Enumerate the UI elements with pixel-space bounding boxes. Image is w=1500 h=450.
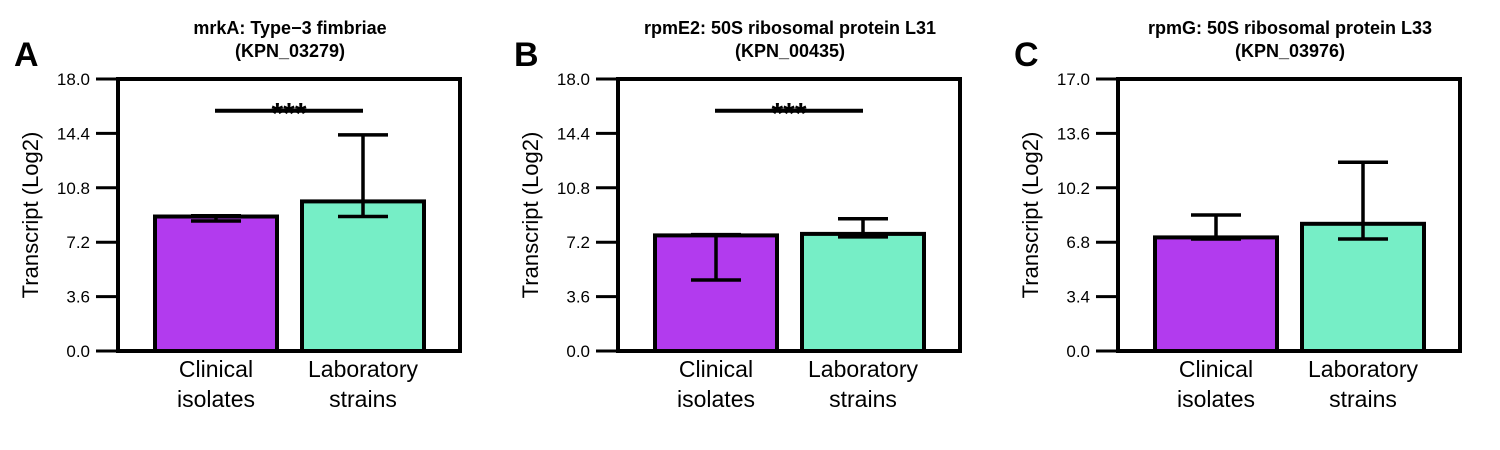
panel-a-subtitle: (KPN_03279) [235,41,345,61]
y-tick-label: 0.0 [66,342,90,361]
y-tick-label: 0.0 [566,342,590,361]
category-label: Clinical [679,356,753,382]
y-tick-label: 7.2 [566,233,590,252]
y-tick-label: 7.2 [66,233,90,252]
panel-a-title: mrkA: Type−3 fimbriae [193,18,386,38]
category-label: strains [329,386,397,412]
bar-laboratory [800,231,926,353]
category-label: Clinical [179,356,253,382]
panel-b: B rpmE2: 50S ribosomal protein L31 (KPN_… [514,18,962,412]
plot-frame-c [1116,77,1462,353]
y-tick-label: 6.8 [1066,233,1090,252]
category-label: isolates [677,386,755,412]
panel-b-ylabel: Transcript (Log2) [518,132,543,299]
y-tick-label: 10.2 [1057,179,1090,198]
y-tick-label: 3.4 [1066,288,1090,307]
panel-b-subtitle: (KPN_00435) [735,41,845,61]
y-tick-label: 14.4 [57,124,90,143]
y-tick-label: 0.0 [1066,342,1090,361]
y-tick-label: 13.6 [1057,124,1090,143]
y-tick-label: 18.0 [557,70,590,89]
panel-letter-c: C [1014,36,1039,74]
category-label: Laboratory [808,356,918,382]
panel-letter-b: B [514,36,539,74]
category-label: Laboratory [1308,356,1418,382]
category-label: isolates [1177,386,1255,412]
significance-marker: *** [771,98,806,131]
panel-a: A mrkA: Type−3 fimbriae (KPN_03279) Tran… [14,18,462,412]
bar-laboratory [300,199,426,353]
panel-a-ylabel: Transcript (Log2) [18,132,43,299]
panel-c-plot: 0.0 3.4 6.8 10.2 13.6 17.0 Clinical isolates Lab… [1057,70,1462,412]
bar-clinical [153,214,279,353]
y-tick-label: 3.6 [66,288,90,307]
plot-frame-a [116,77,462,353]
panel-c-ylabel: Transcript (Log2) [1018,132,1043,299]
category-label: strains [1329,386,1397,412]
y-tick-label: 18.0 [57,70,90,89]
plot-frame-b [616,77,962,353]
panel-a-plot: 0.0 3.6 7.2 10.8 14.4 18.0 Clinical isolates Lab… [57,70,462,412]
significance-marker: *** [271,98,306,131]
bar-clinical [1153,235,1279,353]
y-tick-label: 10.8 [57,179,90,198]
panel-c-title: rpmG: 50S ribosomal protein L33 [1148,18,1432,38]
y-tick-label: 10.8 [557,179,590,198]
y-tick-label: 14.4 [557,124,590,143]
category-label: Laboratory [308,356,418,382]
category-label: isolates [177,386,255,412]
panel-letter-a: A [14,36,39,74]
y-tick-label: 3.6 [566,288,590,307]
panel-b-title: rpmE2: 50S ribosomal protein L31 [644,18,936,38]
panel-c: C rpmG: 50S ribosomal protein L33 (KPN_0… [1014,18,1462,412]
category-label: Clinical [1179,356,1253,382]
category-label: strains [829,386,897,412]
panel-b-plot: 0.0 3.6 7.2 10.8 14.4 18.0 Clinical isolates Lab… [557,70,962,412]
y-tick-label: 17.0 [1057,70,1090,89]
bar-laboratory [1300,221,1426,353]
panel-c-subtitle: (KPN_03976) [1235,41,1345,61]
